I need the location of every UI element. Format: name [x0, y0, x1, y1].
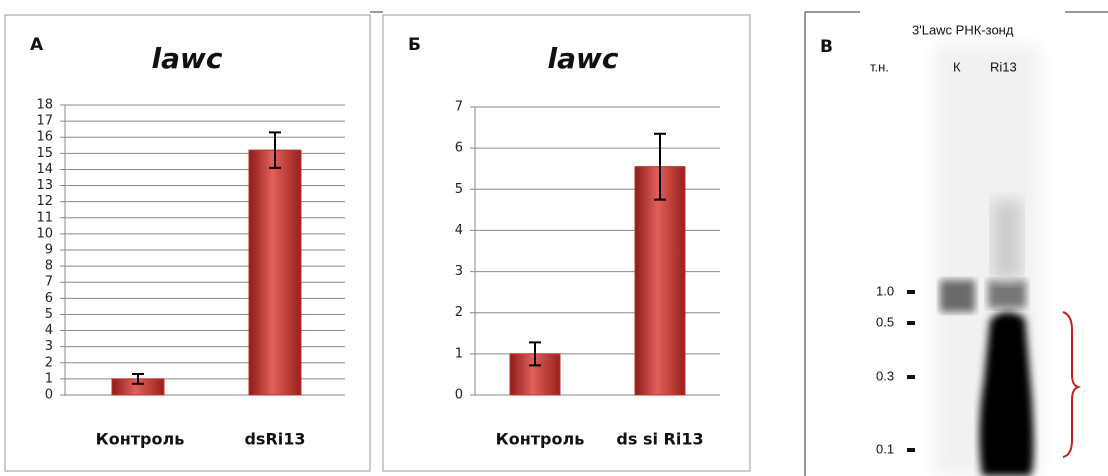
- lane-label: К: [953, 59, 961, 74]
- panel-label: Б: [408, 35, 421, 55]
- unit-label: т.н.: [870, 59, 889, 74]
- y-tick-label: 1: [455, 346, 463, 361]
- chart-title: lawc: [152, 42, 223, 75]
- y-tick-label: 13: [36, 178, 53, 193]
- y-tick-label: 0: [45, 388, 53, 403]
- y-tick-label: 4: [45, 323, 53, 338]
- blot-title: 3'Lawc РНК-зонд: [912, 22, 1014, 37]
- y-tick-label: 0: [455, 388, 463, 403]
- y-tick-label: 7: [455, 100, 463, 115]
- y-tick-label: 4: [455, 223, 463, 238]
- x-tick-label: Контроль: [96, 430, 185, 449]
- y-tick-label: 2: [45, 355, 53, 370]
- y-tick-label: 18: [36, 98, 53, 113]
- y-tick-label: 2: [455, 305, 463, 320]
- y-tick-label: 8: [45, 259, 53, 274]
- figure: В 3'Lawc РНК-зонд т.н. К Ri13 1.0 0.5 0.3 0…: [0, 0, 1108, 476]
- size-marker: 0.3: [876, 368, 894, 383]
- chart-title: lawc: [548, 42, 619, 75]
- y-tick-label: 16: [36, 130, 53, 145]
- panel-label: В: [820, 37, 833, 57]
- size-marker: 0.5: [876, 314, 894, 329]
- bar: [249, 150, 301, 395]
- y-tick-label: 3: [45, 339, 53, 354]
- y-tick-label: 3: [455, 264, 463, 279]
- x-tick-label: dsRi13: [244, 430, 305, 449]
- y-tick-label: 17: [36, 114, 53, 129]
- marker-dash: [907, 375, 915, 379]
- size-marker: 0.1: [876, 441, 894, 456]
- panel-frame: [5, 15, 370, 471]
- y-tick-label: 15: [36, 146, 53, 161]
- blot-image: [935, 45, 1078, 476]
- y-tick-label: 9: [45, 243, 53, 258]
- panel-frame: [383, 15, 750, 471]
- y-tick-label: 12: [36, 194, 53, 209]
- x-tick-label: Контроль: [496, 430, 585, 449]
- marker-dash: [907, 448, 915, 452]
- y-tick-label: 5: [455, 182, 463, 197]
- size-marker: 1.0: [876, 283, 894, 298]
- marker-dash: [907, 290, 915, 294]
- y-tick-label: 11: [36, 210, 53, 225]
- y-tick-label: 5: [45, 307, 53, 322]
- lane-label: Ri13: [990, 59, 1017, 74]
- marker-dash: [907, 321, 915, 325]
- panel-label: А: [30, 35, 44, 55]
- y-tick-label: 6: [45, 291, 53, 306]
- x-tick-label: ds si Ri13: [616, 430, 703, 449]
- y-tick-label: 14: [36, 162, 53, 177]
- y-tick-label: 1: [45, 371, 53, 386]
- y-tick-label: 7: [45, 275, 53, 290]
- bar: [635, 167, 685, 395]
- y-tick-label: 6: [455, 141, 463, 156]
- y-tick-label: 10: [36, 226, 53, 241]
